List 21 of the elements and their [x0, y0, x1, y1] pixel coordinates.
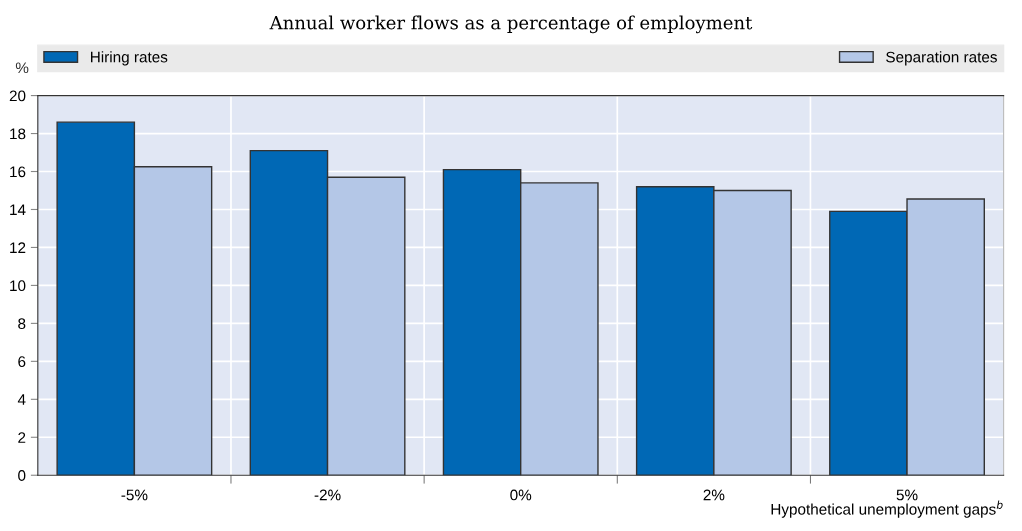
- x-tick-label: 5%: [896, 489, 918, 501]
- y-tick-label: 2: [18, 432, 26, 443]
- y-tick-label: 0: [18, 470, 26, 481]
- y-tick-label: 18: [10, 128, 26, 140]
- y-tick-label: 16: [10, 166, 26, 178]
- legend-label: Separation rates: [886, 51, 997, 66]
- y-tick-label: 8: [18, 318, 26, 330]
- x-axis-title: Hypothetical unemployment gaps$^{b}$: [771, 500, 1003, 518]
- y-tick-label: 6: [18, 356, 26, 368]
- y-tick-label: 4: [17, 394, 26, 405]
- chart-title: Annual worker flows as a percentage of employment: [269, 15, 753, 34]
- y-tick-label: 14: [10, 204, 26, 216]
- x-tick-label: 0%: [510, 489, 532, 501]
- y-tick-label: 12: [10, 242, 26, 253]
- x-tick-label: -2%: [314, 489, 341, 501]
- x-tick-label: -5%: [121, 489, 148, 501]
- y-axis-title: %: [15, 62, 29, 74]
- y-tick-label: 10: [10, 280, 26, 292]
- y-tick-label: 20: [9, 90, 26, 102]
- legend-label: Hiring rates: [91, 51, 168, 66]
- x-tick-label: 2%: [703, 489, 725, 501]
